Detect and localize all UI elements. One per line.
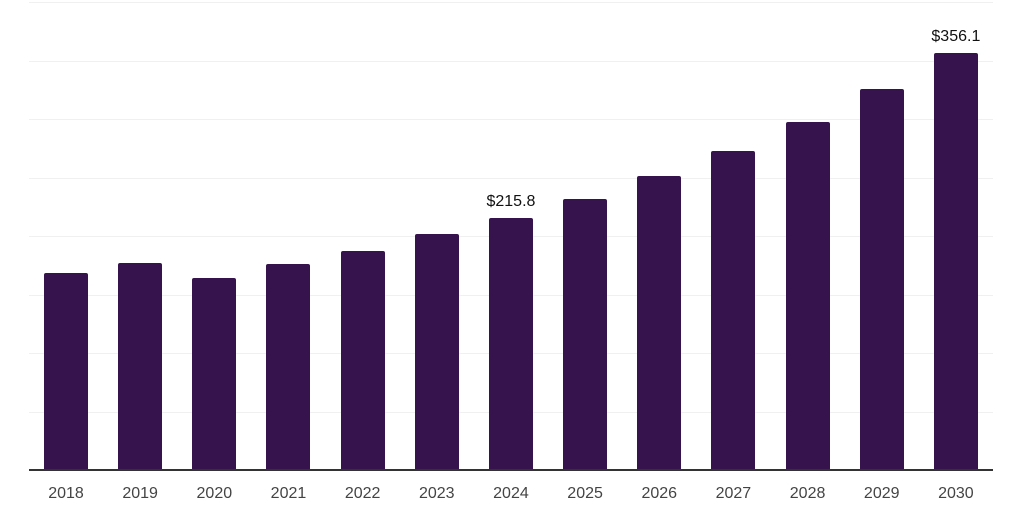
bar-2026 — [637, 176, 682, 470]
x-tick-label-2026: 2026 — [641, 485, 678, 502]
bar-2025 — [563, 198, 608, 470]
x-tick-label-2023: 2023 — [418, 485, 455, 502]
bar-2021 — [266, 264, 311, 470]
x-tick-label-2019: 2019 — [122, 485, 158, 502]
gridline-300 — [29, 119, 993, 120]
x-tick-label-2028: 2028 — [789, 485, 826, 502]
bar-2027 — [711, 150, 756, 470]
bar-2028 — [785, 122, 830, 470]
bar-2018 — [44, 272, 88, 470]
x-tick-label-2022: 2022 — [344, 485, 381, 502]
x-tick-label-2024: 2024 — [493, 485, 529, 502]
bar-2022 — [340, 250, 385, 470]
bar-value-label-2024: $215.8 — [486, 192, 536, 210]
x-axis-line — [29, 469, 993, 471]
x-tick-label-2021: 2021 — [270, 485, 307, 502]
x-tick-label-2030: 2030 — [938, 485, 974, 502]
x-axis-labels: 2018 2019 2020 2021 2022 2023 2024 2025 2026 2027… — [29, 484, 993, 503]
bar-2020 — [192, 278, 237, 470]
bar-2024: $215.8 — [486, 193, 535, 470]
plot-area: $215.8 $356.1 — [29, 2, 993, 471]
gridline-400 — [29, 2, 993, 3]
bar-2030: $356.1 — [931, 28, 980, 470]
bar-2023 — [414, 234, 459, 470]
bars-container: $215.8 $356.1 — [29, 2, 993, 470]
bar-2029 — [859, 89, 904, 470]
bar-value-label-2030: $356.1 — [931, 28, 981, 46]
x-tick-label-2029: 2029 — [863, 485, 900, 502]
x-tick-label-2025: 2025 — [567, 485, 603, 502]
x-tick-label-2018: 2018 — [48, 485, 84, 502]
gridline-350 — [29, 60, 993, 62]
bar-2019 — [118, 262, 163, 470]
gridline-250 — [29, 177, 993, 179]
x-tick-label-2020: 2020 — [196, 485, 233, 502]
x-tick-label-2027: 2027 — [715, 485, 752, 502]
